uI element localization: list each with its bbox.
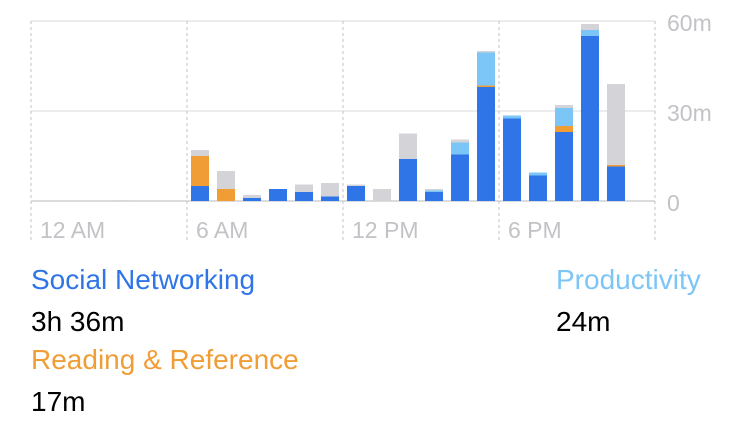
bar-segment [321,196,339,201]
bar-segment [451,154,469,201]
bar-segment [607,165,625,167]
bar-segment [503,115,521,119]
y-tick-label: 30m [667,100,712,126]
bar-segment [191,186,209,201]
bar-segment [269,189,287,201]
bar-segment [295,192,313,201]
y-tick-label: 60m [667,10,712,36]
screen-time-bar-chart: 60m 30m 0 12 AM 6 AM 12 PM 6 PM [30,10,712,243]
bar-segment [243,195,261,198]
bar-segment [477,87,495,201]
bar-segment [373,189,391,201]
bar-segment [425,189,443,191]
bar-segment [581,36,599,201]
x-tick-label: 12 AM [40,217,105,243]
bar-segment [607,84,625,165]
bar-segment [243,198,261,201]
bar-segment [477,85,495,87]
bar-segment [347,184,365,186]
bar-segment [321,183,339,197]
bar-segment [451,139,469,143]
bar-segment [555,108,573,126]
bar-segment [555,105,573,108]
reading-reference-value: 17m [31,386,86,417]
reading-reference-label: Reading & Reference [31,344,299,375]
bar-segment [581,30,599,36]
bar-segment [477,51,495,53]
bar-segment [477,52,495,86]
bar-segment [607,166,625,201]
bar-segment [191,156,209,186]
social-networking-label: Social Networking [31,264,256,295]
bar-segment [399,133,417,159]
bar-segment [191,150,209,156]
bar-segment [529,172,547,176]
bar-segment [555,132,573,201]
x-tick-label: 6 AM [196,217,248,243]
bar-segment [217,171,235,189]
x-tick-label: 6 PM [508,217,562,243]
bar-segment [347,186,365,201]
bar-segment [503,118,521,201]
bar-segment [425,190,443,192]
bar-segment [217,189,235,201]
bar-segment [113,200,131,201]
y-tick-label: 0 [667,190,680,216]
bar-segment [451,142,469,155]
productivity-value: 24m [556,306,611,337]
bar-segment [529,175,547,201]
productivity-label: Productivity [556,264,701,295]
bar-segment [555,126,573,132]
x-tick-label: 12 PM [352,217,418,243]
bar-segment [425,192,443,201]
bar-segment [581,24,599,30]
bar-segment [399,159,417,201]
bar-segment [295,184,313,192]
social-networking-value: 3h 36m [31,306,125,337]
